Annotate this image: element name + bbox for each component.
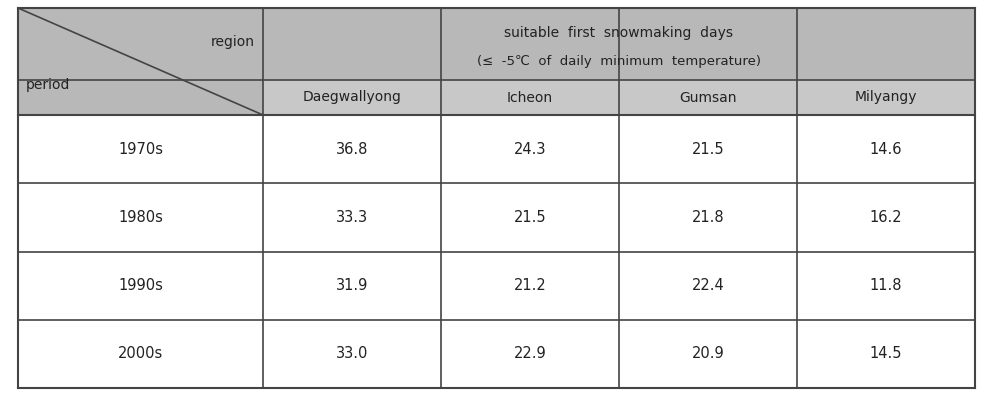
Text: 22.9: 22.9 bbox=[513, 346, 546, 361]
Bar bbox=[263, 8, 975, 80]
Text: region: region bbox=[211, 35, 255, 49]
Text: 14.5: 14.5 bbox=[870, 346, 903, 361]
Bar bbox=[18, 320, 975, 388]
Text: 16.2: 16.2 bbox=[870, 210, 903, 225]
Text: 33.0: 33.0 bbox=[336, 346, 368, 361]
Text: 21.5: 21.5 bbox=[692, 142, 724, 157]
Text: Milyangy: Milyangy bbox=[855, 91, 918, 104]
Text: 1980s: 1980s bbox=[118, 210, 163, 225]
Text: Icheon: Icheon bbox=[507, 91, 553, 104]
Text: 21.5: 21.5 bbox=[513, 210, 546, 225]
Text: 1970s: 1970s bbox=[118, 142, 163, 157]
Text: 14.6: 14.6 bbox=[870, 142, 903, 157]
Text: 36.8: 36.8 bbox=[336, 142, 368, 157]
Text: suitable  first  snowmaking  days: suitable first snowmaking days bbox=[504, 26, 734, 40]
Text: 31.9: 31.9 bbox=[336, 278, 368, 293]
Text: 21.2: 21.2 bbox=[513, 278, 546, 293]
Bar bbox=[18, 115, 975, 183]
Text: 21.8: 21.8 bbox=[692, 210, 724, 225]
Bar bbox=[263, 80, 975, 115]
Text: 11.8: 11.8 bbox=[870, 278, 903, 293]
Text: (≤  -5℃  of  daily  minimum  temperature): (≤ -5℃ of daily minimum temperature) bbox=[477, 56, 761, 69]
Text: 2000s: 2000s bbox=[118, 346, 163, 361]
Text: 22.4: 22.4 bbox=[692, 278, 724, 293]
Text: Gumsan: Gumsan bbox=[679, 91, 737, 104]
Bar bbox=[18, 252, 975, 320]
Text: period: period bbox=[26, 78, 71, 92]
Text: 20.9: 20.9 bbox=[692, 346, 724, 361]
Text: 33.3: 33.3 bbox=[336, 210, 368, 225]
Bar bbox=[18, 183, 975, 252]
Text: 1990s: 1990s bbox=[118, 278, 163, 293]
Bar bbox=[18, 8, 263, 115]
Text: Daegwallyong: Daegwallyong bbox=[303, 91, 401, 104]
Text: 24.3: 24.3 bbox=[513, 142, 546, 157]
